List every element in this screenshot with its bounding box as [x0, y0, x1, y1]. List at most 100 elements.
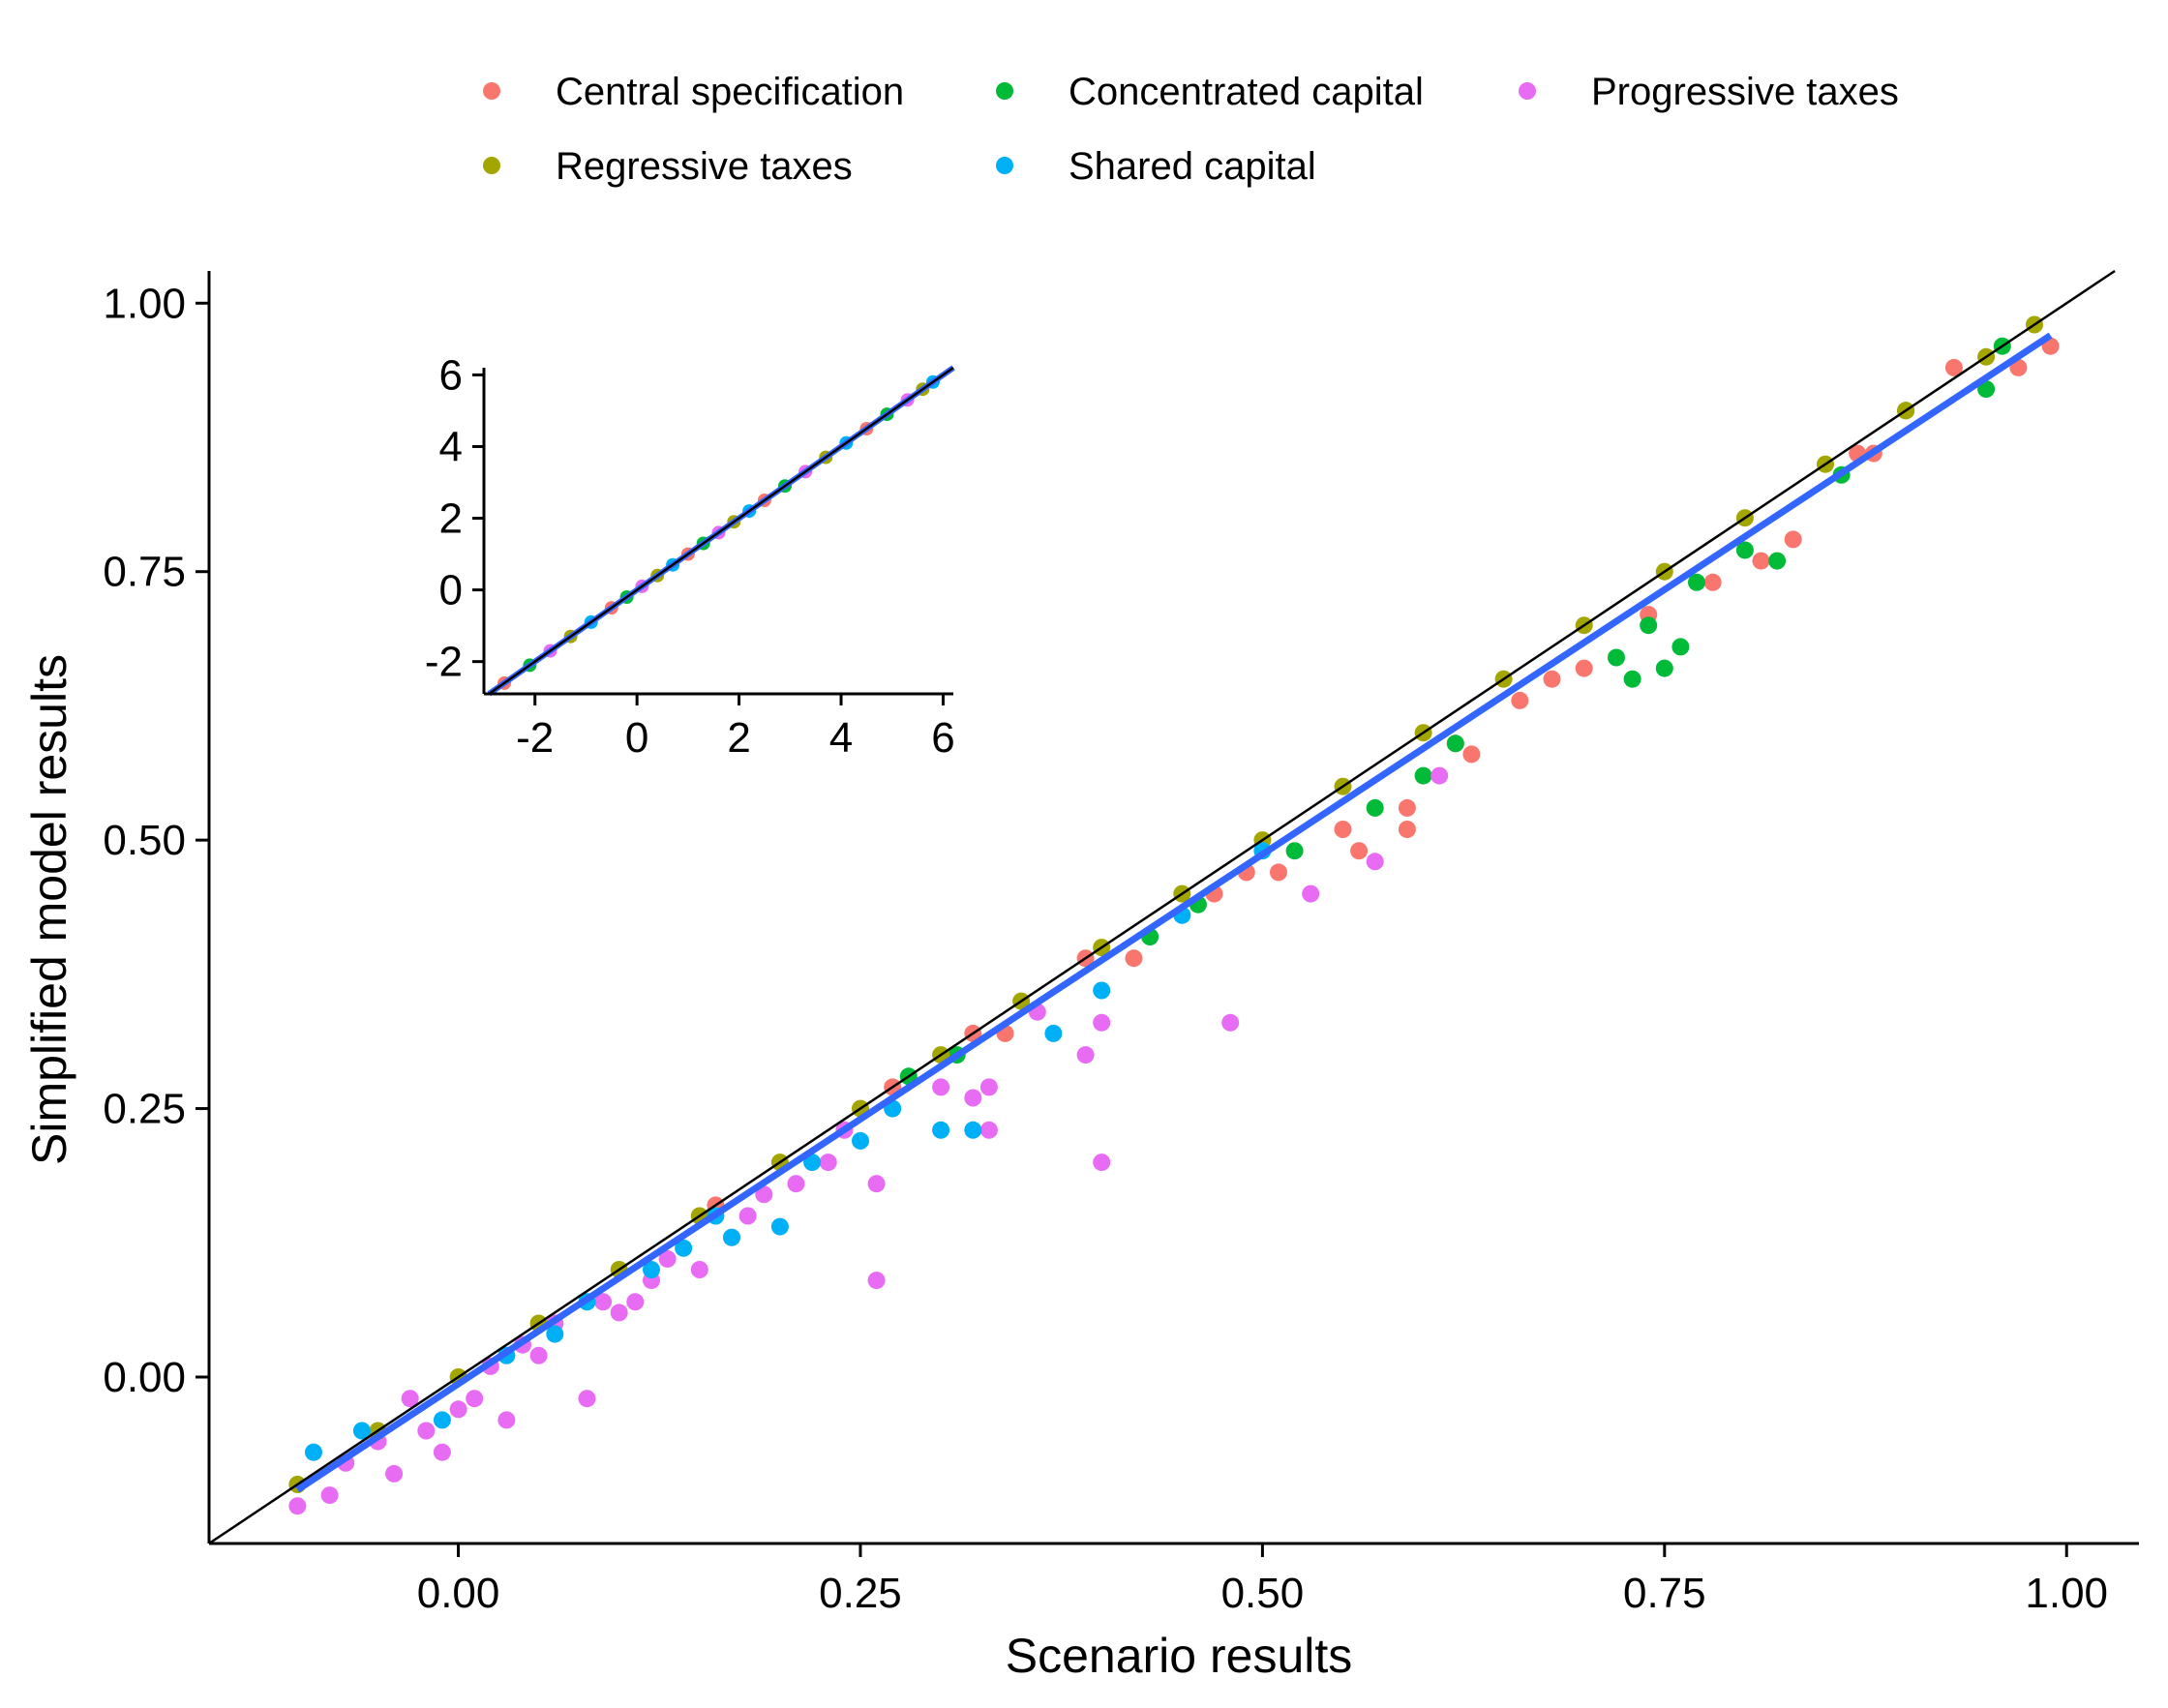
point-4-13 [1093, 981, 1111, 1000]
main-plot-axes: 0.00 0.25 0.50 0.75 1.00 0.00 0.25 0.50 0.75 1.00 [103, 271, 2139, 1617]
point-2-25 [385, 1464, 404, 1483]
point-4-10 [352, 1422, 371, 1440]
legend: Central specification Concentrated capita… [483, 71, 1899, 188]
point-2-36 [738, 1207, 757, 1225]
point-2-0 [1221, 1013, 1240, 1032]
point-2-3 [1076, 1046, 1095, 1064]
point-2-32 [1430, 766, 1449, 785]
point-1-5 [1446, 734, 1464, 753]
point-4-5 [675, 1239, 693, 1257]
identity-line [208, 269, 2116, 1545]
point-2-34 [932, 1078, 950, 1096]
point-0-0 [1125, 949, 1143, 968]
x-tick-label-3: 0.75 [1623, 1570, 1706, 1617]
point-4-17 [852, 1131, 869, 1150]
y-tick-label-2: 0.50 [103, 817, 186, 864]
legend-label-4: Shared capital [1069, 145, 1316, 188]
point-2-23 [433, 1443, 451, 1461]
point-2-7 [964, 1089, 982, 1107]
y-tick-label-0: 0.00 [103, 1354, 186, 1401]
point-4-7 [546, 1325, 564, 1343]
point-0-11 [1543, 670, 1561, 688]
inset-identity-line [488, 366, 954, 696]
inset-x-tick-label-3: 4 [829, 714, 853, 762]
inset-x-tick-label-1: 0 [625, 714, 648, 762]
legend-key-3 [483, 157, 500, 174]
x-tick-label-2: 0.50 [1221, 1570, 1305, 1617]
legend-key-1 [996, 82, 1013, 100]
point-2-24 [401, 1390, 419, 1408]
point-2-17 [578, 1390, 596, 1408]
legend-label-3: Regressive taxes [556, 145, 853, 188]
point-0-4 [1334, 821, 1352, 838]
y-tick-label-1: 0.25 [103, 1086, 186, 1133]
point-2-1 [1093, 1154, 1111, 1172]
point-2-38 [594, 1293, 613, 1311]
point-4-3 [803, 1154, 822, 1172]
point-4-0 [964, 1121, 982, 1139]
point-1-10 [1671, 638, 1690, 656]
point-0-9 [1462, 745, 1481, 764]
point-2-11 [755, 1185, 773, 1204]
point-2-4 [1093, 1013, 1111, 1032]
point-4-12 [1044, 1024, 1063, 1042]
inset-x-tick-label-4: 6 [931, 714, 954, 762]
y-tick-label-3: 0.75 [103, 549, 186, 596]
legend-label-2: Progressive taxes [1591, 71, 1899, 113]
point-0-6 [1398, 798, 1416, 817]
point-2-22 [449, 1400, 467, 1419]
legend-key-4 [996, 157, 1013, 174]
point-2-14 [658, 1249, 677, 1268]
point-2-39 [529, 1346, 548, 1364]
legend-key-2 [1519, 82, 1536, 100]
point-4-11 [305, 1443, 322, 1461]
inset-y-tick-label-2: 2 [439, 495, 463, 543]
point-0-10 [1511, 691, 1529, 709]
inset-y-tick-label-4: 6 [439, 351, 463, 399]
point-4-1 [932, 1121, 950, 1139]
point-2-29 [288, 1497, 307, 1515]
point-0-14 [1703, 573, 1722, 591]
point-2-40 [466, 1390, 484, 1408]
point-0-12 [1575, 659, 1593, 677]
inset-x-tick-label-0: -2 [516, 714, 554, 762]
y-axis-title: Simplified model results [22, 654, 76, 1165]
x-tick-label-0: 0.00 [417, 1570, 500, 1617]
point-0-7 [1398, 821, 1416, 838]
point-1-13 [1768, 552, 1787, 570]
point-4-6 [643, 1261, 660, 1278]
inset-plot-axes: -2 0 2 4 6 -2 0 2 4 6 [425, 351, 955, 762]
legend-label-0: Central specification [556, 71, 904, 113]
legend-key-0 [483, 82, 500, 100]
point-1-8 [1640, 616, 1658, 635]
inset-x-tick-label-2: 2 [727, 714, 750, 762]
point-0-20 [1944, 358, 1963, 376]
point-2-30 [1302, 884, 1320, 903]
point-1-7 [1623, 670, 1641, 688]
point-2-37 [626, 1293, 645, 1311]
point-2-35 [787, 1175, 805, 1193]
inset-plot-marks [487, 365, 955, 697]
point-1-3 [1366, 798, 1384, 817]
point-1-4 [1414, 766, 1432, 785]
main-plot-marks [208, 269, 2116, 1545]
point-1-6 [1608, 648, 1625, 667]
point-0-15 [1752, 552, 1770, 570]
point-0-16 [1784, 530, 1802, 549]
inset-y-tick-label-0: -2 [425, 639, 463, 686]
point-2-10 [819, 1154, 837, 1172]
x-tick-label-1: 0.25 [819, 1570, 902, 1617]
point-2-16 [610, 1303, 628, 1322]
point-1-11 [1688, 573, 1705, 591]
point-1-16 [1977, 380, 1996, 399]
x-axis-title: Scenario results [1006, 1629, 1353, 1683]
point-2-6 [979, 1121, 998, 1139]
inset-y-tick-label-3: 4 [439, 423, 463, 470]
point-0-3 [1270, 863, 1287, 882]
point-2-20 [497, 1411, 516, 1429]
point-2-5 [979, 1078, 998, 1096]
point-4-2 [770, 1217, 789, 1236]
point-4-9 [433, 1411, 451, 1429]
point-1-2 [1285, 842, 1304, 860]
